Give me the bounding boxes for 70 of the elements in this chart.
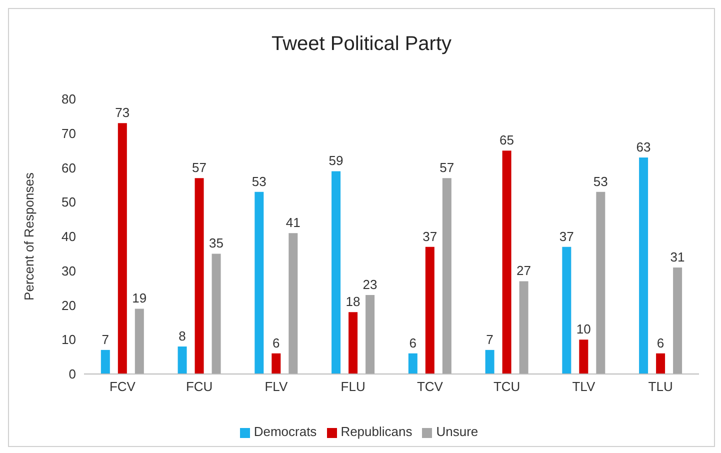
bar	[272, 353, 281, 374]
data-label: 73	[115, 105, 130, 120]
y-tick-label: 30	[62, 263, 76, 278]
bar	[485, 350, 494, 374]
x-tick-label: TCU	[493, 379, 520, 394]
bar	[212, 254, 221, 374]
data-label: 53	[252, 174, 266, 189]
bar	[332, 171, 341, 374]
y-tick-label: 40	[62, 229, 76, 244]
data-label: 7	[486, 332, 494, 347]
data-label: 57	[440, 160, 454, 176]
bar	[408, 353, 418, 374]
data-label: 23	[362, 276, 378, 292]
y-tick-label: 50	[62, 194, 76, 210]
bar	[100, 350, 110, 374]
bar	[134, 308, 144, 374]
x-tick-label: TLU	[648, 379, 673, 394]
x-tick-label: TCV	[416, 379, 444, 394]
data-label: 6	[656, 335, 664, 350]
bar	[118, 123, 127, 374]
y-tick-label: 70	[62, 126, 76, 141]
bar	[673, 267, 682, 374]
data-label: 37	[559, 228, 574, 244]
y-tick-label: 10	[62, 332, 76, 348]
bar	[519, 281, 528, 374]
legend-label: Republicans	[340, 424, 412, 439]
bar	[194, 178, 204, 374]
y-tick-label: 80	[62, 92, 76, 107]
x-tick-label: FLV	[264, 379, 288, 394]
bar	[596, 192, 606, 374]
bar	[562, 246, 572, 374]
data-label: 63	[636, 139, 651, 154]
x-tick-label: FLU	[340, 379, 366, 394]
bar	[366, 294, 375, 374]
bar	[425, 246, 434, 374]
legend-label: Unsure	[436, 424, 478, 439]
bar	[442, 178, 452, 374]
bar	[639, 157, 648, 374]
data-label: 19	[132, 290, 147, 306]
bar	[579, 340, 588, 374]
data-label: 53	[593, 174, 608, 189]
y-axis-title: Percent of Responses	[22, 172, 37, 300]
data-label: 27	[516, 263, 532, 278]
bar	[656, 353, 666, 374]
data-label: 65	[500, 132, 514, 148]
data-label: 41	[286, 215, 300, 230]
data-label: 31	[670, 249, 685, 264]
chart-title: Tweet Political Party	[270, 33, 453, 56]
bar	[348, 312, 358, 374]
bar	[178, 346, 187, 374]
data-label: 57	[192, 160, 207, 176]
bar	[288, 233, 298, 374]
data-label: 8	[178, 328, 186, 344]
data-label: 18	[346, 294, 360, 310]
data-label: 10	[576, 322, 591, 337]
data-label: 6	[409, 335, 417, 350]
data-label: 37	[422, 228, 438, 244]
legend-label: Democrats	[254, 424, 317, 439]
data-label: 6	[272, 335, 280, 350]
data-label: 7	[102, 332, 110, 347]
y-tick-label: 60	[62, 160, 76, 176]
bar	[502, 150, 512, 374]
data-label: 59	[328, 153, 344, 168]
x-tick-label: FCU	[186, 379, 213, 394]
data-label: 35	[209, 236, 224, 251]
y-tick-label: 20	[62, 298, 76, 313]
bar	[254, 192, 264, 374]
x-tick-label: FCV	[109, 379, 136, 394]
y-tick-label: 0	[68, 366, 76, 382]
x-tick-label: TLV	[572, 379, 596, 394]
